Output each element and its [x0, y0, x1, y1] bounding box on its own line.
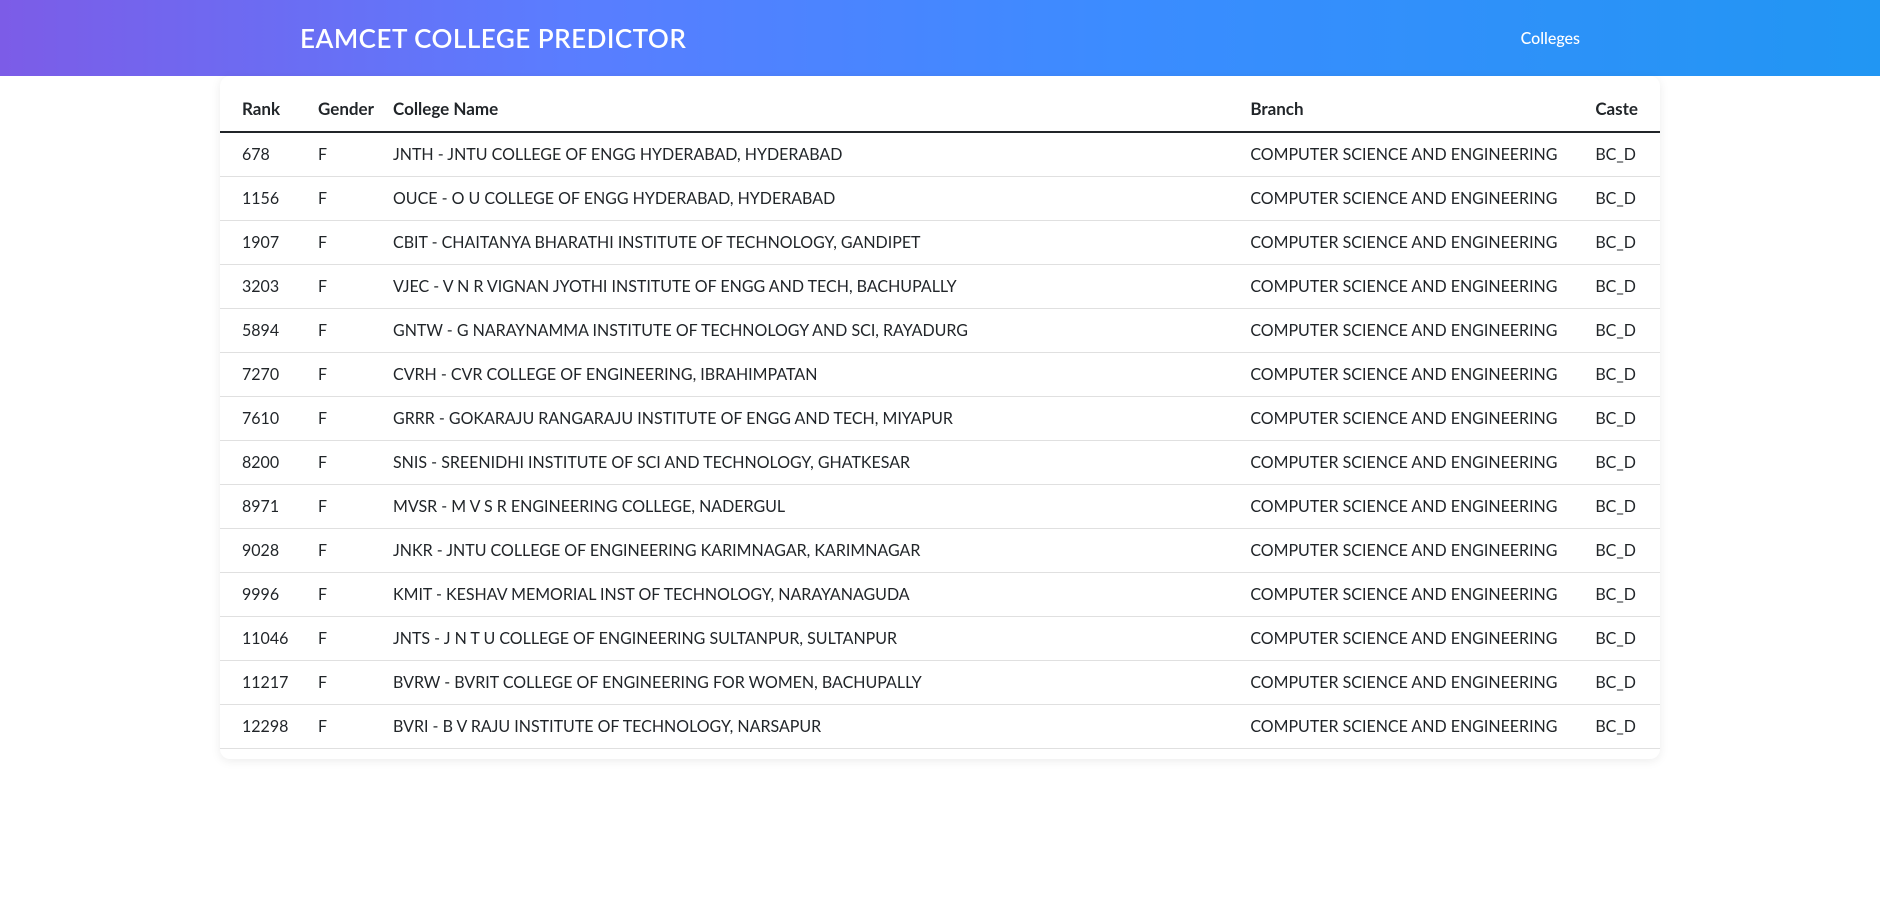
- cell-college: CBIT - CHAITANYA BHARATHI INSTITUTE OF T…: [385, 221, 1242, 265]
- cell-gender: F: [310, 617, 385, 661]
- cell-college: BVRI - B V RAJU INSTITUTE OF TECHNOLOGY,…: [385, 705, 1242, 749]
- cell-college: BVRW - BVRIT COLLEGE OF ENGINEERING FOR …: [385, 661, 1242, 705]
- table-row[interactable]: 678FJNTH - JNTU COLLEGE OF ENGG HYDERABA…: [220, 132, 1660, 177]
- cell-caste: BC_D: [1587, 661, 1660, 705]
- cell-caste: BC_D: [1587, 309, 1660, 353]
- cell-rank: 11046: [220, 617, 310, 661]
- page-title[interactable]: EAMCET COLLEGE PREDICTOR: [300, 22, 686, 54]
- cell-gender: F: [310, 441, 385, 485]
- cell-branch: COMPUTER SCIENCE AND ENGINEERING: [1242, 177, 1587, 221]
- cell-rank: 7270: [220, 353, 310, 397]
- cell-college: CVRH - CVR COLLEGE OF ENGINEERING, IBRAH…: [385, 353, 1242, 397]
- cell-college: VJEC - V N R VIGNAN JYOTHI INSTITUTE OF …: [385, 265, 1242, 309]
- cell-branch: COMPUTER SCIENCE AND ENGINEERING: [1242, 529, 1587, 573]
- cell-branch: COMPUTER SCIENCE AND ENGINEERING: [1242, 353, 1587, 397]
- cell-gender: F: [310, 485, 385, 529]
- navbar-content: EAMCET COLLEGE PREDICTOR Colleges: [190, 22, 1690, 54]
- table-row[interactable]: 1907FCBIT - CHAITANYA BHARATHI INSTITUTE…: [220, 221, 1660, 265]
- table-header-row: Rank Gender College Name Branch Caste: [220, 86, 1660, 132]
- table-row[interactable]: 7610FGRRR - GOKARAJU RANGARAJU INSTITUTE…: [220, 397, 1660, 441]
- cell-rank: 11217: [220, 661, 310, 705]
- cell-branch: COMPUTER SCIENCE AND ENGINEERING: [1242, 661, 1587, 705]
- col-header-caste[interactable]: Caste: [1587, 86, 1660, 132]
- table-row[interactable]: 7270FCVRH - CVR COLLEGE OF ENGINEERING, …: [220, 353, 1660, 397]
- cell-branch: COMPUTER SCIENCE AND ENGINEERING: [1242, 441, 1587, 485]
- col-header-branch[interactable]: Branch: [1242, 86, 1587, 132]
- cell-gender: F: [310, 573, 385, 617]
- cell-rank: 678: [220, 132, 310, 177]
- cell-caste: BC_D: [1587, 617, 1660, 661]
- cell-caste: BC_D: [1587, 353, 1660, 397]
- cell-branch: COMPUTER SCIENCE AND ENGINEERING: [1242, 397, 1587, 441]
- table-row[interactable]: 11046FJNTS - J N T U COLLEGE OF ENGINEER…: [220, 617, 1660, 661]
- col-header-rank[interactable]: Rank: [220, 86, 310, 132]
- cell-rank: 12298: [220, 705, 310, 749]
- cell-branch: COMPUTER SCIENCE AND ENGINEERING: [1242, 617, 1587, 661]
- cell-gender: F: [310, 397, 385, 441]
- cell-rank: 1907: [220, 221, 310, 265]
- cell-college: JNTS - J N T U COLLEGE OF ENGINEERING SU…: [385, 617, 1242, 661]
- table-row[interactable]: 8200FSNIS - SREENIDHI INSTITUTE OF SCI A…: [220, 441, 1660, 485]
- cell-caste: BC_D: [1587, 529, 1660, 573]
- cell-branch: COMPUTER SCIENCE AND ENGINEERING: [1242, 485, 1587, 529]
- table-row[interactable]: 9996FKMIT - KESHAV MEMORIAL INST OF TECH…: [220, 573, 1660, 617]
- cell-college: KMIT - KESHAV MEMORIAL INST OF TECHNOLOG…: [385, 573, 1242, 617]
- cell-gender: F: [310, 353, 385, 397]
- cell-rank: 3203: [220, 265, 310, 309]
- cell-college: JNTH - JNTU COLLEGE OF ENGG HYDERABAD, H…: [385, 132, 1242, 177]
- cell-college: JNKR - JNTU COLLEGE OF ENGINEERING KARIM…: [385, 529, 1242, 573]
- cell-gender: F: [310, 265, 385, 309]
- cell-rank: 9028: [220, 529, 310, 573]
- cell-rank: 8200: [220, 441, 310, 485]
- cell-caste: BC_D: [1587, 132, 1660, 177]
- cell-branch: COMPUTER SCIENCE AND ENGINEERING: [1242, 705, 1587, 749]
- cell-gender: F: [310, 529, 385, 573]
- cell-caste: BC_D: [1587, 221, 1660, 265]
- cell-college: MVSR - M V S R ENGINEERING COLLEGE, NADE…: [385, 485, 1242, 529]
- cell-rank: 5894: [220, 309, 310, 353]
- cell-gender: F: [310, 177, 385, 221]
- col-header-gender[interactable]: Gender: [310, 86, 385, 132]
- cell-rank: 8971: [220, 485, 310, 529]
- cell-branch: COMPUTER SCIENCE AND ENGINEERING: [1242, 309, 1587, 353]
- table-row[interactable]: 5894FGNTW - G NARAYNAMMA INSTITUTE OF TE…: [220, 309, 1660, 353]
- cell-gender: F: [310, 661, 385, 705]
- nav-link-colleges[interactable]: Colleges: [1521, 29, 1580, 48]
- table-row[interactable]: 8971FMVSR - M V S R ENGINEERING COLLEGE,…: [220, 485, 1660, 529]
- cell-caste: BC_D: [1587, 705, 1660, 749]
- table-row[interactable]: 1156FOUCE - O U COLLEGE OF ENGG HYDERABA…: [220, 177, 1660, 221]
- cell-branch: COMPUTER SCIENCE AND ENGINEERING: [1242, 221, 1587, 265]
- cell-caste: BC_D: [1587, 397, 1660, 441]
- cell-branch: COMPUTER SCIENCE AND ENGINEERING: [1242, 265, 1587, 309]
- cell-gender: F: [310, 309, 385, 353]
- cell-college: OUCE - O U COLLEGE OF ENGG HYDERABAD, HY…: [385, 177, 1242, 221]
- table-row[interactable]: 3203FVJEC - V N R VIGNAN JYOTHI INSTITUT…: [220, 265, 1660, 309]
- cell-college: SNIS - SREENIDHI INSTITUTE OF SCI AND TE…: [385, 441, 1242, 485]
- cell-rank: 9996: [220, 573, 310, 617]
- table-row[interactable]: 9028FJNKR - JNTU COLLEGE OF ENGINEERING …: [220, 529, 1660, 573]
- cell-caste: BC_D: [1587, 265, 1660, 309]
- col-header-college[interactable]: College Name: [385, 86, 1242, 132]
- cell-caste: BC_D: [1587, 177, 1660, 221]
- cell-caste: BC_D: [1587, 573, 1660, 617]
- table-row[interactable]: 12298FBVRI - B V RAJU INSTITUTE OF TECHN…: [220, 705, 1660, 749]
- cell-college: GNTW - G NARAYNAMMA INSTITUTE OF TECHNOL…: [385, 309, 1242, 353]
- cell-caste: BC_D: [1587, 441, 1660, 485]
- results-table: Rank Gender College Name Branch Caste 67…: [220, 86, 1660, 749]
- cell-gender: F: [310, 221, 385, 265]
- cell-rank: 7610: [220, 397, 310, 441]
- cell-college: GRRR - GOKARAJU RANGARAJU INSTITUTE OF E…: [385, 397, 1242, 441]
- cell-rank: 1156: [220, 177, 310, 221]
- table-row[interactable]: 11217FBVRW - BVRIT COLLEGE OF ENGINEERIN…: [220, 661, 1660, 705]
- cell-gender: F: [310, 705, 385, 749]
- cell-branch: COMPUTER SCIENCE AND ENGINEERING: [1242, 132, 1587, 177]
- navbar: EAMCET COLLEGE PREDICTOR Colleges: [0, 0, 1880, 76]
- results-card: Rank Gender College Name Branch Caste 67…: [220, 76, 1660, 759]
- cell-branch: COMPUTER SCIENCE AND ENGINEERING: [1242, 573, 1587, 617]
- cell-caste: BC_D: [1587, 485, 1660, 529]
- cell-gender: F: [310, 132, 385, 177]
